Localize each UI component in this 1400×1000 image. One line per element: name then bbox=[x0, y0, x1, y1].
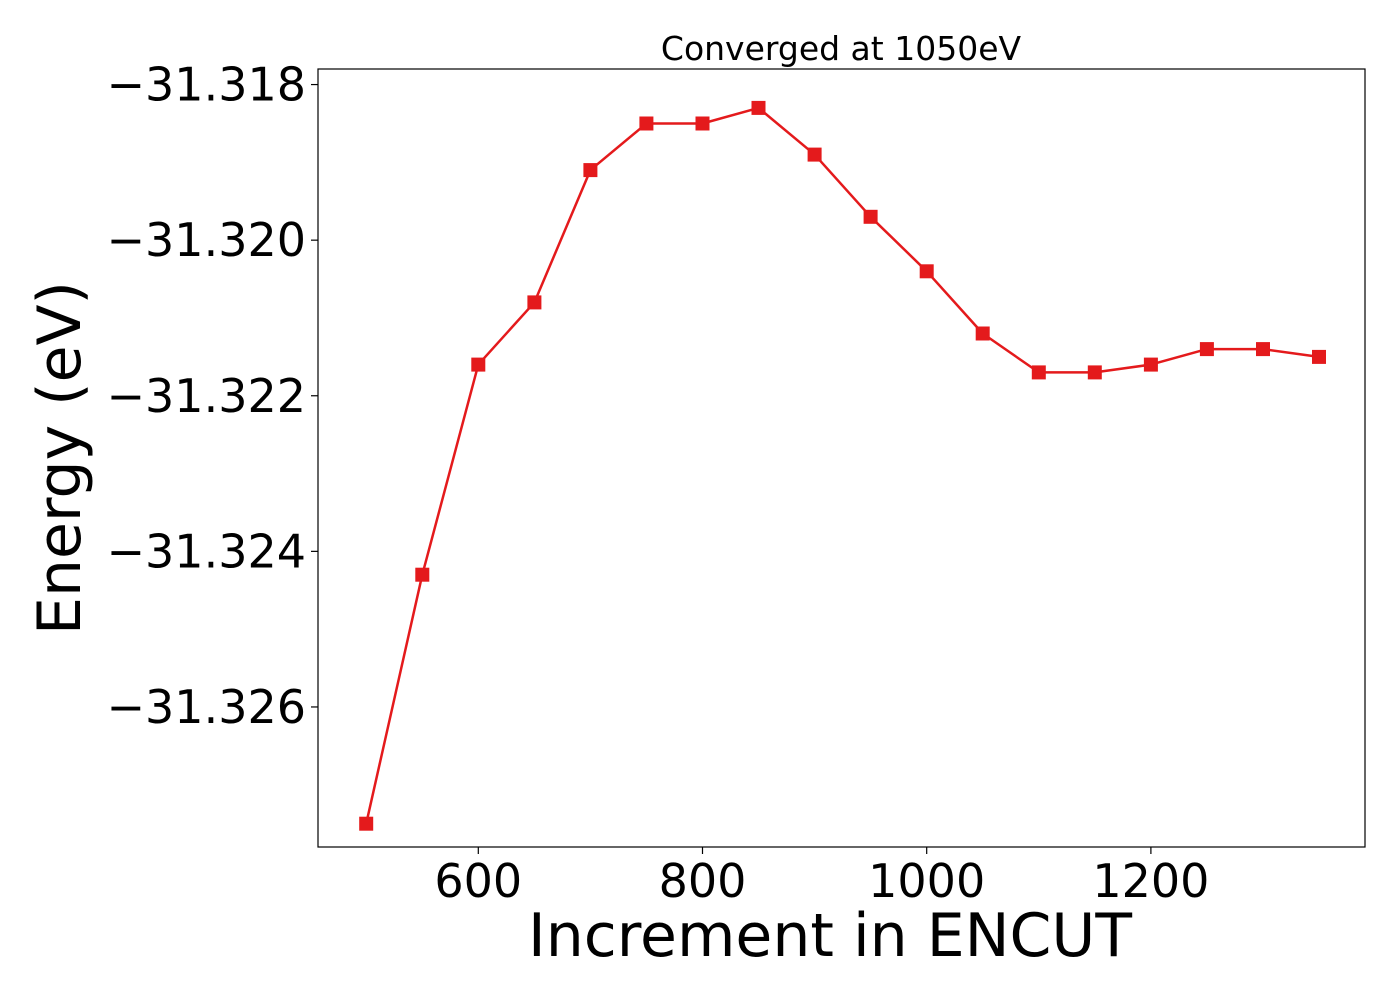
plot-area bbox=[317, 68, 1366, 848]
data-point bbox=[1087, 365, 1102, 380]
x-tick-label: 1200 bbox=[1092, 854, 1209, 908]
data-point bbox=[359, 816, 374, 831]
y-tick-label: −31.322 bbox=[107, 369, 307, 423]
plot-frame bbox=[317, 68, 1366, 848]
chart-title: Converged at 1050eV bbox=[661, 29, 1022, 68]
data-point bbox=[1199, 342, 1214, 357]
x-axis-label: Increment in ENCUT bbox=[528, 901, 1132, 971]
y-axis-label: Energy (eV) bbox=[25, 281, 95, 635]
data-point bbox=[807, 147, 822, 162]
data-point bbox=[1256, 342, 1270, 357]
y-tick-label: −31.326 bbox=[107, 680, 307, 734]
data-point bbox=[471, 357, 486, 372]
data-point bbox=[1312, 349, 1326, 364]
y-tick-label: −31.318 bbox=[107, 58, 307, 112]
data-point bbox=[751, 100, 766, 115]
data-point bbox=[1143, 357, 1158, 372]
series-line bbox=[364, 106, 1320, 824]
data-point bbox=[695, 116, 710, 131]
y-tick-label: −31.320 bbox=[107, 213, 307, 267]
data-point bbox=[863, 209, 878, 224]
data-point bbox=[919, 264, 934, 279]
data-point bbox=[639, 116, 654, 131]
y-axis: −31.326 −31.324 −31.322 −31.320 −31.318 bbox=[107, 58, 318, 734]
y-tick-label: −31.324 bbox=[107, 524, 307, 578]
data-point bbox=[1031, 365, 1046, 380]
x-tick-label: 1000 bbox=[868, 854, 985, 908]
x-axis: 600 800 1000 1200 bbox=[434, 847, 1209, 908]
x-tick-label: 600 bbox=[434, 854, 522, 908]
data-point bbox=[527, 295, 542, 310]
data-point bbox=[415, 567, 430, 582]
data-point bbox=[975, 326, 990, 341]
data-point bbox=[583, 163, 598, 178]
x-tick-label: 800 bbox=[659, 854, 747, 908]
series-layer bbox=[359, 100, 1326, 831]
